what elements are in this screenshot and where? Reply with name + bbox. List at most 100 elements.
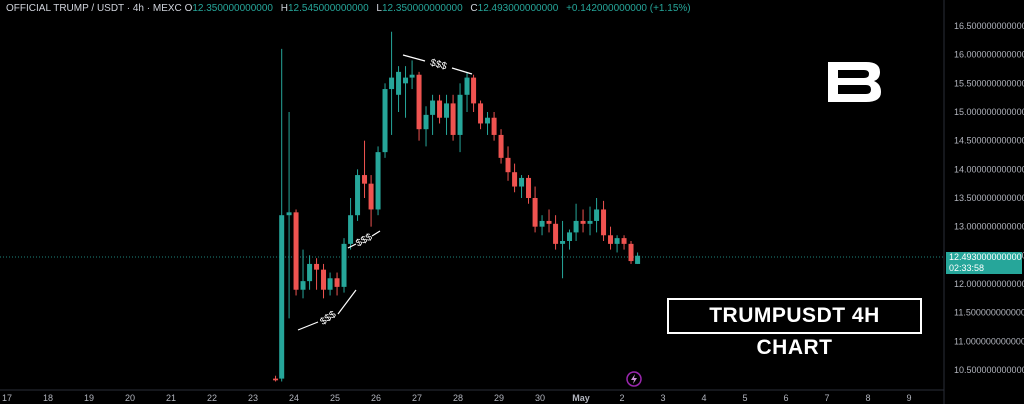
x-tick-label: 4 (701, 393, 706, 403)
y-axis: 16.500000000000 16.000000000000 15.5000000… (943, 0, 1024, 404)
open-value: 12.350000000000 (192, 3, 273, 14)
x-tick-label: 27 (412, 393, 422, 403)
candles-layer (273, 31, 641, 382)
annotation-label: $$$ (354, 231, 374, 249)
x-tick-label: 23 (248, 393, 258, 403)
candle-body (532, 198, 538, 227)
candle-body (403, 77, 409, 84)
y-tick-label: 11.500000000000 (954, 308, 1024, 318)
candle-body (450, 103, 456, 135)
close-label: C (470, 3, 478, 14)
candle-body (300, 281, 306, 290)
candle-body (608, 235, 614, 244)
candle-body (628, 243, 634, 262)
y-tick-label: 10.500000000000 (954, 365, 1024, 375)
candle-body (327, 278, 333, 290)
candle-body (368, 183, 374, 210)
candle-body (286, 212, 292, 216)
candle-body (580, 220, 586, 224)
x-tick-label: 5 (742, 393, 747, 403)
y-tick-label: 15.000000000000 (954, 107, 1024, 117)
candle-body (389, 77, 395, 90)
open-label: O (184, 3, 193, 14)
y-tick-label: 15.500000000000 (954, 78, 1024, 88)
candle-body (279, 215, 285, 379)
candle-body (307, 263, 313, 282)
x-tick-label: 18 (43, 393, 53, 403)
candle-body (553, 223, 559, 244)
symbol-name: OFFICIAL TRUMP / USDT · 4h · MEXC (6, 3, 182, 14)
candle-body (423, 114, 429, 130)
last-price: 12.493000000000 (949, 252, 1022, 262)
x-tick-label: 6 (783, 393, 788, 403)
candle-body (293, 212, 299, 290)
high-value: 12.545000000000 (288, 3, 369, 14)
candle-body (512, 172, 518, 187)
candle-body (382, 89, 388, 153)
y-tick-label: 11.000000000000 (954, 336, 1024, 346)
candle-body (321, 269, 327, 290)
x-tick-label: 3 (660, 393, 665, 403)
annotation-label: $$$ (429, 57, 448, 72)
candle-body (355, 175, 361, 216)
candle-body (560, 241, 566, 244)
high-label: H (280, 3, 288, 14)
low-value: 12.350000000000 (381, 3, 463, 14)
candle-body (362, 175, 368, 184)
annotation-line (451, 67, 473, 75)
candle-body (273, 378, 279, 381)
annotation-line (371, 230, 381, 237)
x-tick-label: 22 (207, 393, 217, 403)
x-tick-label: 19 (84, 393, 94, 403)
symbol-header: OFFICIAL TRUMP / USDT · 4h · MEXC O12.35… (6, 3, 691, 14)
candle-body (409, 74, 415, 78)
candle-body (416, 74, 422, 130)
y-tick-label: 13.500000000000 (954, 193, 1024, 203)
candle-body (478, 103, 484, 124)
candle-body (341, 243, 347, 287)
candle-body (498, 134, 504, 158)
candle-body (573, 220, 579, 233)
candle-body (635, 255, 641, 264)
candle-countdown: 02:33:58 (949, 263, 985, 273)
candle-body (457, 94, 463, 135)
candle-body (505, 157, 511, 173)
x-tick-label: 29 (494, 393, 504, 403)
candle-body (621, 238, 627, 244)
candle-body (471, 77, 477, 104)
candle-body (491, 117, 497, 135)
candle-body (444, 103, 450, 118)
candle-body (375, 152, 381, 210)
x-tick-label: 17 (2, 393, 12, 403)
y-tick-label: 14.000000000000 (954, 164, 1024, 174)
annotation-line (337, 289, 357, 315)
x-tick-label: 7 (824, 393, 829, 403)
candle-body (567, 232, 573, 241)
low-label: L (376, 3, 382, 14)
candle-body (348, 215, 354, 244)
annotation-label: $$$ (318, 309, 338, 328)
x-tick-label: 28 (453, 393, 463, 403)
lightning-icon[interactable] (626, 371, 642, 387)
y-tick-label: 12.000000000000 (954, 279, 1024, 289)
x-axis: 17 18 19 20 21 22 23 24 25 26 27 28 29 30 May 2 3 4 5 6 7 8 9 (0, 389, 944, 403)
candle-body (334, 278, 340, 287)
y-tick-label: 16.500000000000 (954, 21, 1024, 31)
x-tick-label: 30 (535, 393, 545, 403)
change-value: +0.142000000000 (+1.15%) (566, 3, 691, 14)
candle-body (437, 100, 443, 118)
candle-body (601, 209, 607, 236)
x-tick-label: 9 (906, 393, 911, 403)
close-value: 12.493000000000 (477, 3, 559, 14)
candle-body (464, 77, 470, 95)
candle-body (396, 71, 402, 95)
last-price-tag: 12.493000000000 02:33:58 (946, 252, 1022, 274)
x-tick-label: 2 (619, 393, 624, 403)
x-tick-label: 20 (125, 393, 135, 403)
brand-b-logo-icon (828, 62, 881, 102)
x-tick-label: 8 (865, 393, 870, 403)
x-tick-label: 24 (289, 393, 299, 403)
candle-body (485, 117, 491, 124)
x-tick-label: 25 (330, 393, 340, 403)
annotation-line (297, 321, 319, 331)
